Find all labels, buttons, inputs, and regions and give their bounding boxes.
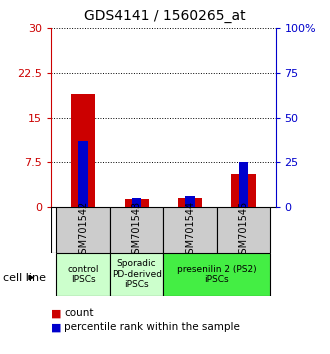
- FancyBboxPatch shape: [217, 207, 270, 253]
- Polygon shape: [29, 275, 33, 280]
- Text: control
IPSCs: control IPSCs: [67, 265, 99, 284]
- Text: GSM701542: GSM701542: [78, 200, 88, 260]
- Text: count: count: [64, 308, 94, 318]
- FancyBboxPatch shape: [110, 253, 163, 296]
- Text: GSM701544: GSM701544: [185, 200, 195, 260]
- Text: GSM701543: GSM701543: [132, 200, 142, 260]
- FancyBboxPatch shape: [110, 207, 163, 253]
- Bar: [239, 162, 248, 207]
- Bar: [132, 198, 142, 207]
- Bar: [185, 196, 195, 207]
- Text: GSM701545: GSM701545: [239, 200, 248, 260]
- Text: cell line: cell line: [3, 273, 46, 283]
- Bar: [79, 141, 88, 207]
- Text: ■: ■: [51, 322, 62, 332]
- FancyBboxPatch shape: [163, 253, 270, 296]
- Bar: [178, 198, 202, 207]
- Text: presenilin 2 (PS2)
iPSCs: presenilin 2 (PS2) iPSCs: [177, 265, 257, 284]
- Text: percentile rank within the sample: percentile rank within the sample: [64, 322, 240, 332]
- Text: ■: ■: [51, 308, 62, 318]
- Text: GDS4141 / 1560265_at: GDS4141 / 1560265_at: [84, 9, 246, 23]
- Text: Sporadic
PD-derived
iPSCs: Sporadic PD-derived iPSCs: [112, 259, 162, 289]
- FancyBboxPatch shape: [56, 253, 110, 296]
- FancyBboxPatch shape: [163, 207, 217, 253]
- Bar: [125, 199, 148, 207]
- Bar: [231, 174, 255, 207]
- FancyBboxPatch shape: [51, 207, 265, 253]
- Bar: [71, 94, 95, 207]
- FancyBboxPatch shape: [56, 207, 110, 253]
